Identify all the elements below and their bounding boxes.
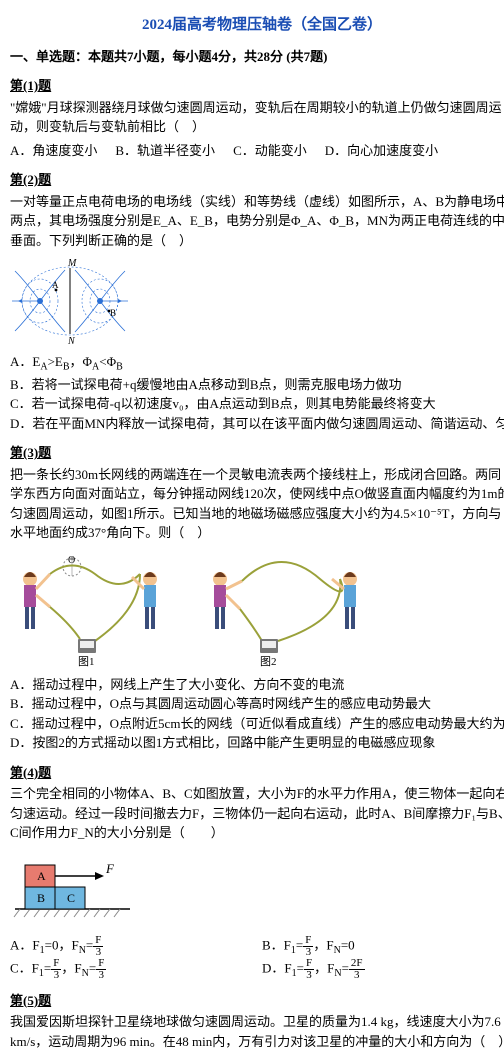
- page-title: 2024届高考物理压轴卷（全国乙卷）: [10, 14, 504, 37]
- svg-text:B: B: [110, 308, 116, 318]
- q1-number: 第(1)题: [10, 76, 504, 96]
- svg-text:图2: 图2: [260, 655, 277, 668]
- svg-text:O: O: [68, 555, 75, 566]
- q4-opt-d: D．F1=F3，FN=2F3: [262, 958, 504, 981]
- q1-opt-b: B．轨道半径变小: [115, 141, 215, 161]
- q4-opt-a: A．F1=0，FN=F3: [10, 935, 262, 958]
- q2-opt-d: D．若在平面MN内释放一试探电荷，其可以在该平面内做匀速圆周运动、简谐运动、匀变…: [10, 414, 504, 434]
- q2-opt-c: C．若一试探电荷-q以初速度v₀，由A点运动到B点，则其电势能最终将变大: [10, 394, 504, 414]
- q4-text: 三个完全相同的小物体A、B、C如图放置，大小为F的水平力作用A，使三物体一起向右…: [10, 784, 504, 843]
- svg-text:A: A: [37, 869, 46, 883]
- q3-options: A．摇动过程中，网线上产生了大小变化、方向不变的电流 B．摇动过程中，O点与其圆…: [10, 675, 504, 753]
- q5-text: 我国爱因斯坦探针卫星绕地球做匀速圆周运动。卫星的质量为1.4 kg，线速度大小为…: [10, 1012, 504, 1051]
- q3-figure: O 图1: [10, 549, 504, 669]
- q2-text: 一对等量正点电荷电场的电场线（实线）和等势线（虚线）如图所示，A、B为静电场中两…: [10, 192, 504, 251]
- q5-number: 第(5)题: [10, 991, 504, 1011]
- q2-options: A．EA>EB，ΦA<ΦB B．若将一试探电荷+q缓慢地由A点移动到B点，则需克…: [10, 352, 504, 433]
- q4-opt-b: B．F1=F3，FN=0: [262, 935, 504, 958]
- q3-opt-c: C．摇动过程中，O点附近5cm长的网线（可近似看成直线）产生的感应电动势最大约为…: [10, 714, 504, 734]
- svg-text:F: F: [105, 861, 115, 876]
- q4-opt-c: C．F1=F3，FN=F3: [10, 958, 262, 981]
- q3-number: 第(3)题: [10, 443, 504, 463]
- svg-text:图1: 图1: [78, 655, 95, 668]
- q2-figure: M N A B: [10, 256, 504, 346]
- q4-options: A．F1=0，FN=F3 B．F1=F3，FN=0 C．F1=F3，FN=F3 …: [10, 935, 504, 981]
- q2-opt-a: A．EA>EB，ΦA<ΦB: [10, 352, 504, 375]
- q3-opt-b: B．摇动过程中，O点与其圆周运动圆心等高时网线产生的感应电动势最大: [10, 694, 504, 714]
- q1-opt-d: D．向心加速度变小: [325, 141, 438, 161]
- svg-text:N: N: [67, 336, 76, 346]
- q1-text: "嫦娥"月球探测器绕月球做匀速圆周运动，变轨后在周期较小的轨道上仍做匀速圆周运动…: [10, 98, 504, 137]
- section-heading: 一、单选题：本题共7小题，每小题4分，共28分 (共7题): [10, 47, 504, 67]
- svg-text:M: M: [67, 258, 77, 269]
- q3-text: 把一条长约30m长网线的两端连在一个灵敏电流表两个接线柱上，形成闭合回路。两同学…: [10, 465, 504, 543]
- q2-number: 第(2)题: [10, 170, 504, 190]
- svg-text:A: A: [52, 280, 59, 290]
- svg-text:C: C: [67, 891, 75, 905]
- q1-opt-a: A．角速度变小: [10, 141, 97, 161]
- q3-opt-d: D．按图2的方式摇动以图1方式相比，回路中能产生更明显的电磁感应现象: [10, 733, 504, 753]
- q1-options: A．角速度变小 B．轨道半径变小 C．动能变小 D．向心加速度变小: [10, 141, 504, 161]
- svg-text:B: B: [37, 891, 45, 905]
- q3-opt-a: A．摇动过程中，网线上产生了大小变化、方向不变的电流: [10, 675, 504, 695]
- q1-opt-c: C．动能变小: [233, 141, 307, 161]
- q2-opt-b: B．若将一试探电荷+q缓慢地由A点移动到B点，则需克服电场力做功: [10, 375, 504, 395]
- q4-number: 第(4)题: [10, 763, 504, 783]
- q4-figure: A B C F: [10, 849, 504, 929]
